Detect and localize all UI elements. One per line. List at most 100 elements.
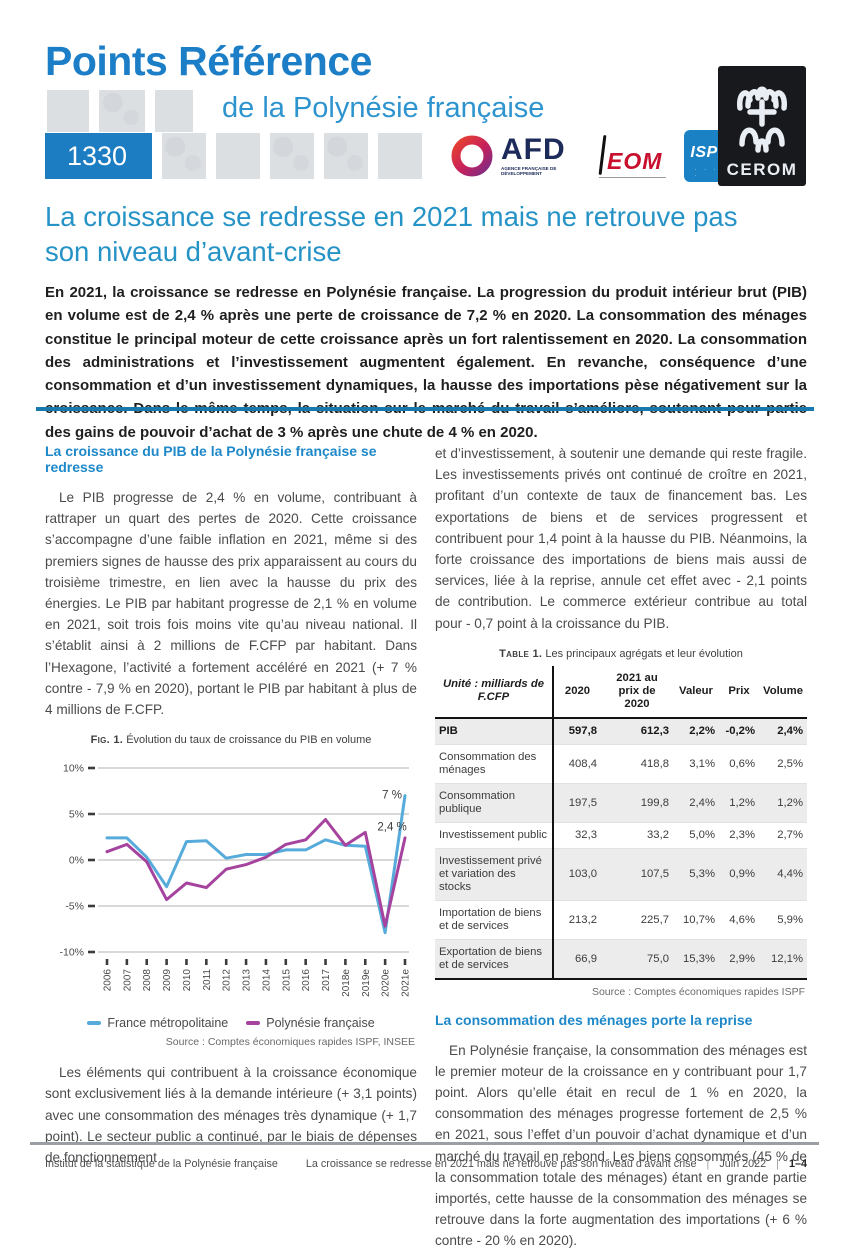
legend-swatch [87,1021,102,1025]
fig1-caption-text: Évolution du taux de croissance du PIB e… [126,734,372,747]
tiki-icon [737,86,787,153]
section2-body: En Polynésie française, la consommation … [435,1042,807,1249]
article-columns: La croissance du PIB de la Polynésie fra… [45,443,807,1252]
x-tick-label: 2007 [122,969,133,992]
aggregates-table-body: PIB 597,8 612,3 2,2% -0,2% 2,4% Consommation d… [435,717,807,979]
cell-value: 107,5 [640,868,669,881]
issue-number: 1330 [67,140,128,171]
cell-value: 32,3 [552,822,601,849]
cell-value: 103,0 [552,848,601,901]
legend-item: France métropolitaine [87,1016,228,1030]
section2-heading: La consommation des ménages porte la rep… [435,1011,753,1028]
row-label: Importation de biens et de services [439,906,542,932]
fig1-legend: France métropolitaine Polynésie française [45,1016,417,1030]
ieom-logo: EOM [598,134,667,178]
row-label: PIB [439,724,458,737]
cell-value: 2,5% [777,757,803,770]
cell-value: 225,7 [640,913,669,926]
cell-value: 2,7% [777,829,803,842]
article-title: La croissance se redresse en 2021 mais n… [45,201,738,267]
pib-growth-chart: 10% 5% 0% -5% -10% 2006 2007 2008 2009 2010 2011 20… [59,763,411,997]
x-tick-label: 2010 [182,969,193,992]
footer-article-title: La croissance se redresse en 2021 mais n… [305,1158,697,1170]
pattern-square [162,133,206,179]
legend-swatch [246,1021,261,1025]
cell-value: 199,8 [640,796,669,809]
cell-value: 4,6% [729,913,755,926]
row-label: Investissement public [439,828,547,841]
row-label: Consommation des ménages [439,750,537,776]
series-line [105,818,407,928]
ispf-dots: · · · · · [694,167,729,179]
cell-value: 75,0 [647,952,669,965]
afd-logo: AFD AGENCE FRANÇAISE DE DÉVELOPPEMENT [450,134,581,178]
section1-heading: La croissance du PIB de la Polynésie fra… [45,443,377,475]
column-header-2021: 2021 au prix de 2020 [616,671,658,710]
cell-value: 5,0% [689,829,715,842]
cell-value: 66,9 [552,939,601,979]
cell-value: 0,9% [729,868,755,881]
row-label: Exportation de biens et de services [439,945,542,971]
aggregates-table: Unité : milliards de F.CFP 2020 2021 au … [435,665,807,980]
cell-value: 2,2% [689,725,715,738]
article-intro: En 2021, la croissance se redresse en Po… [45,284,807,441]
issue-number-box: 1330 [45,133,152,179]
cell-value: 0,6% [729,757,755,770]
publication-title: Points Référence [45,38,372,84]
column-header-2020: 2020 [552,665,601,718]
cell-value: 418,8 [640,757,669,770]
x-tick-label: 2008 [142,969,153,992]
series-line [105,794,407,935]
column-header-volume: Volume [763,684,803,697]
masthead: Points Référence de la Polynésie françai… [0,0,849,195]
cell-value: 408,4 [552,744,601,784]
x-tick-label: 2014 [261,969,272,992]
cell-value: 2,3% [729,829,755,842]
x-tick-label: 2012 [222,969,233,992]
cell-value: 1,2% [729,796,755,809]
fig1-source: Source : Comptes économiques rapides ISP… [165,1036,415,1049]
fig1-caption: Fig. 1. Évolution du taux de croissance … [45,734,417,746]
afd-logo-subtext: AGENCE FRANÇAISE DE DÉVELOPPEMENT [501,166,557,176]
x-tick-label: 2018e [341,969,352,997]
section1-body: Le PIB progresse de 2,4 % en volume, con… [45,490,417,718]
column-header-valeur: Valeur [679,684,713,697]
cell-value: 2,4% [689,796,715,809]
footer-right: La croissance se redresse en 2021 mais n… [306,1158,807,1170]
cell-value: 2,9% [729,952,755,965]
x-tick-label: 2009 [162,969,173,992]
legend-item: Polynésie française [246,1016,375,1031]
publication-subtitle: de la Polynésie française [222,92,545,124]
pattern-square [378,133,422,179]
table-row: PIB 597,8 612,3 2,2% -0,2% 2,4% [435,717,807,745]
afd-ring-icon [451,135,493,177]
footer-separator: | [706,1158,710,1170]
cell-value: 197,5 [552,783,601,823]
x-tick-label: 2016 [301,969,312,992]
footer-separator: | [776,1158,779,1170]
legend-label: Polynésie française [266,1016,375,1031]
table-row: Investissement privé et variation des st… [435,848,807,901]
fig1-label: Fig. 1. [90,734,124,747]
footer-page-numbers: 1–4 [788,1158,807,1170]
cell-value: 2,4% [777,725,803,738]
cerom-logo: CEROM [718,66,806,186]
cell-value: 10,7% [682,913,715,926]
pattern-square [216,133,260,179]
pattern-square [47,90,89,132]
cell-value: 15,3% [682,952,715,965]
y-tick-label: 10% [63,763,84,775]
x-tick-label: 2006 [103,969,114,992]
cell-value: -0,2% [725,725,755,738]
pattern-square [99,90,145,132]
y-tick-label: -5% [65,901,84,913]
aggregates-table-head: Unité : milliards de F.CFP 2020 2021 au … [435,665,807,718]
x-tick-label: 2015 [281,969,292,992]
table1-caption-text: Les principaux agrégats et leur évolutio… [545,647,743,660]
x-tick-label: 2011 [202,969,213,991]
row-label: Consommation publique [439,789,515,815]
table1-label: Table 1. [499,647,543,660]
left-column: La croissance du PIB de la Polynésie fra… [45,443,417,1252]
row-label: Investissement privé et variation des st… [439,854,542,893]
